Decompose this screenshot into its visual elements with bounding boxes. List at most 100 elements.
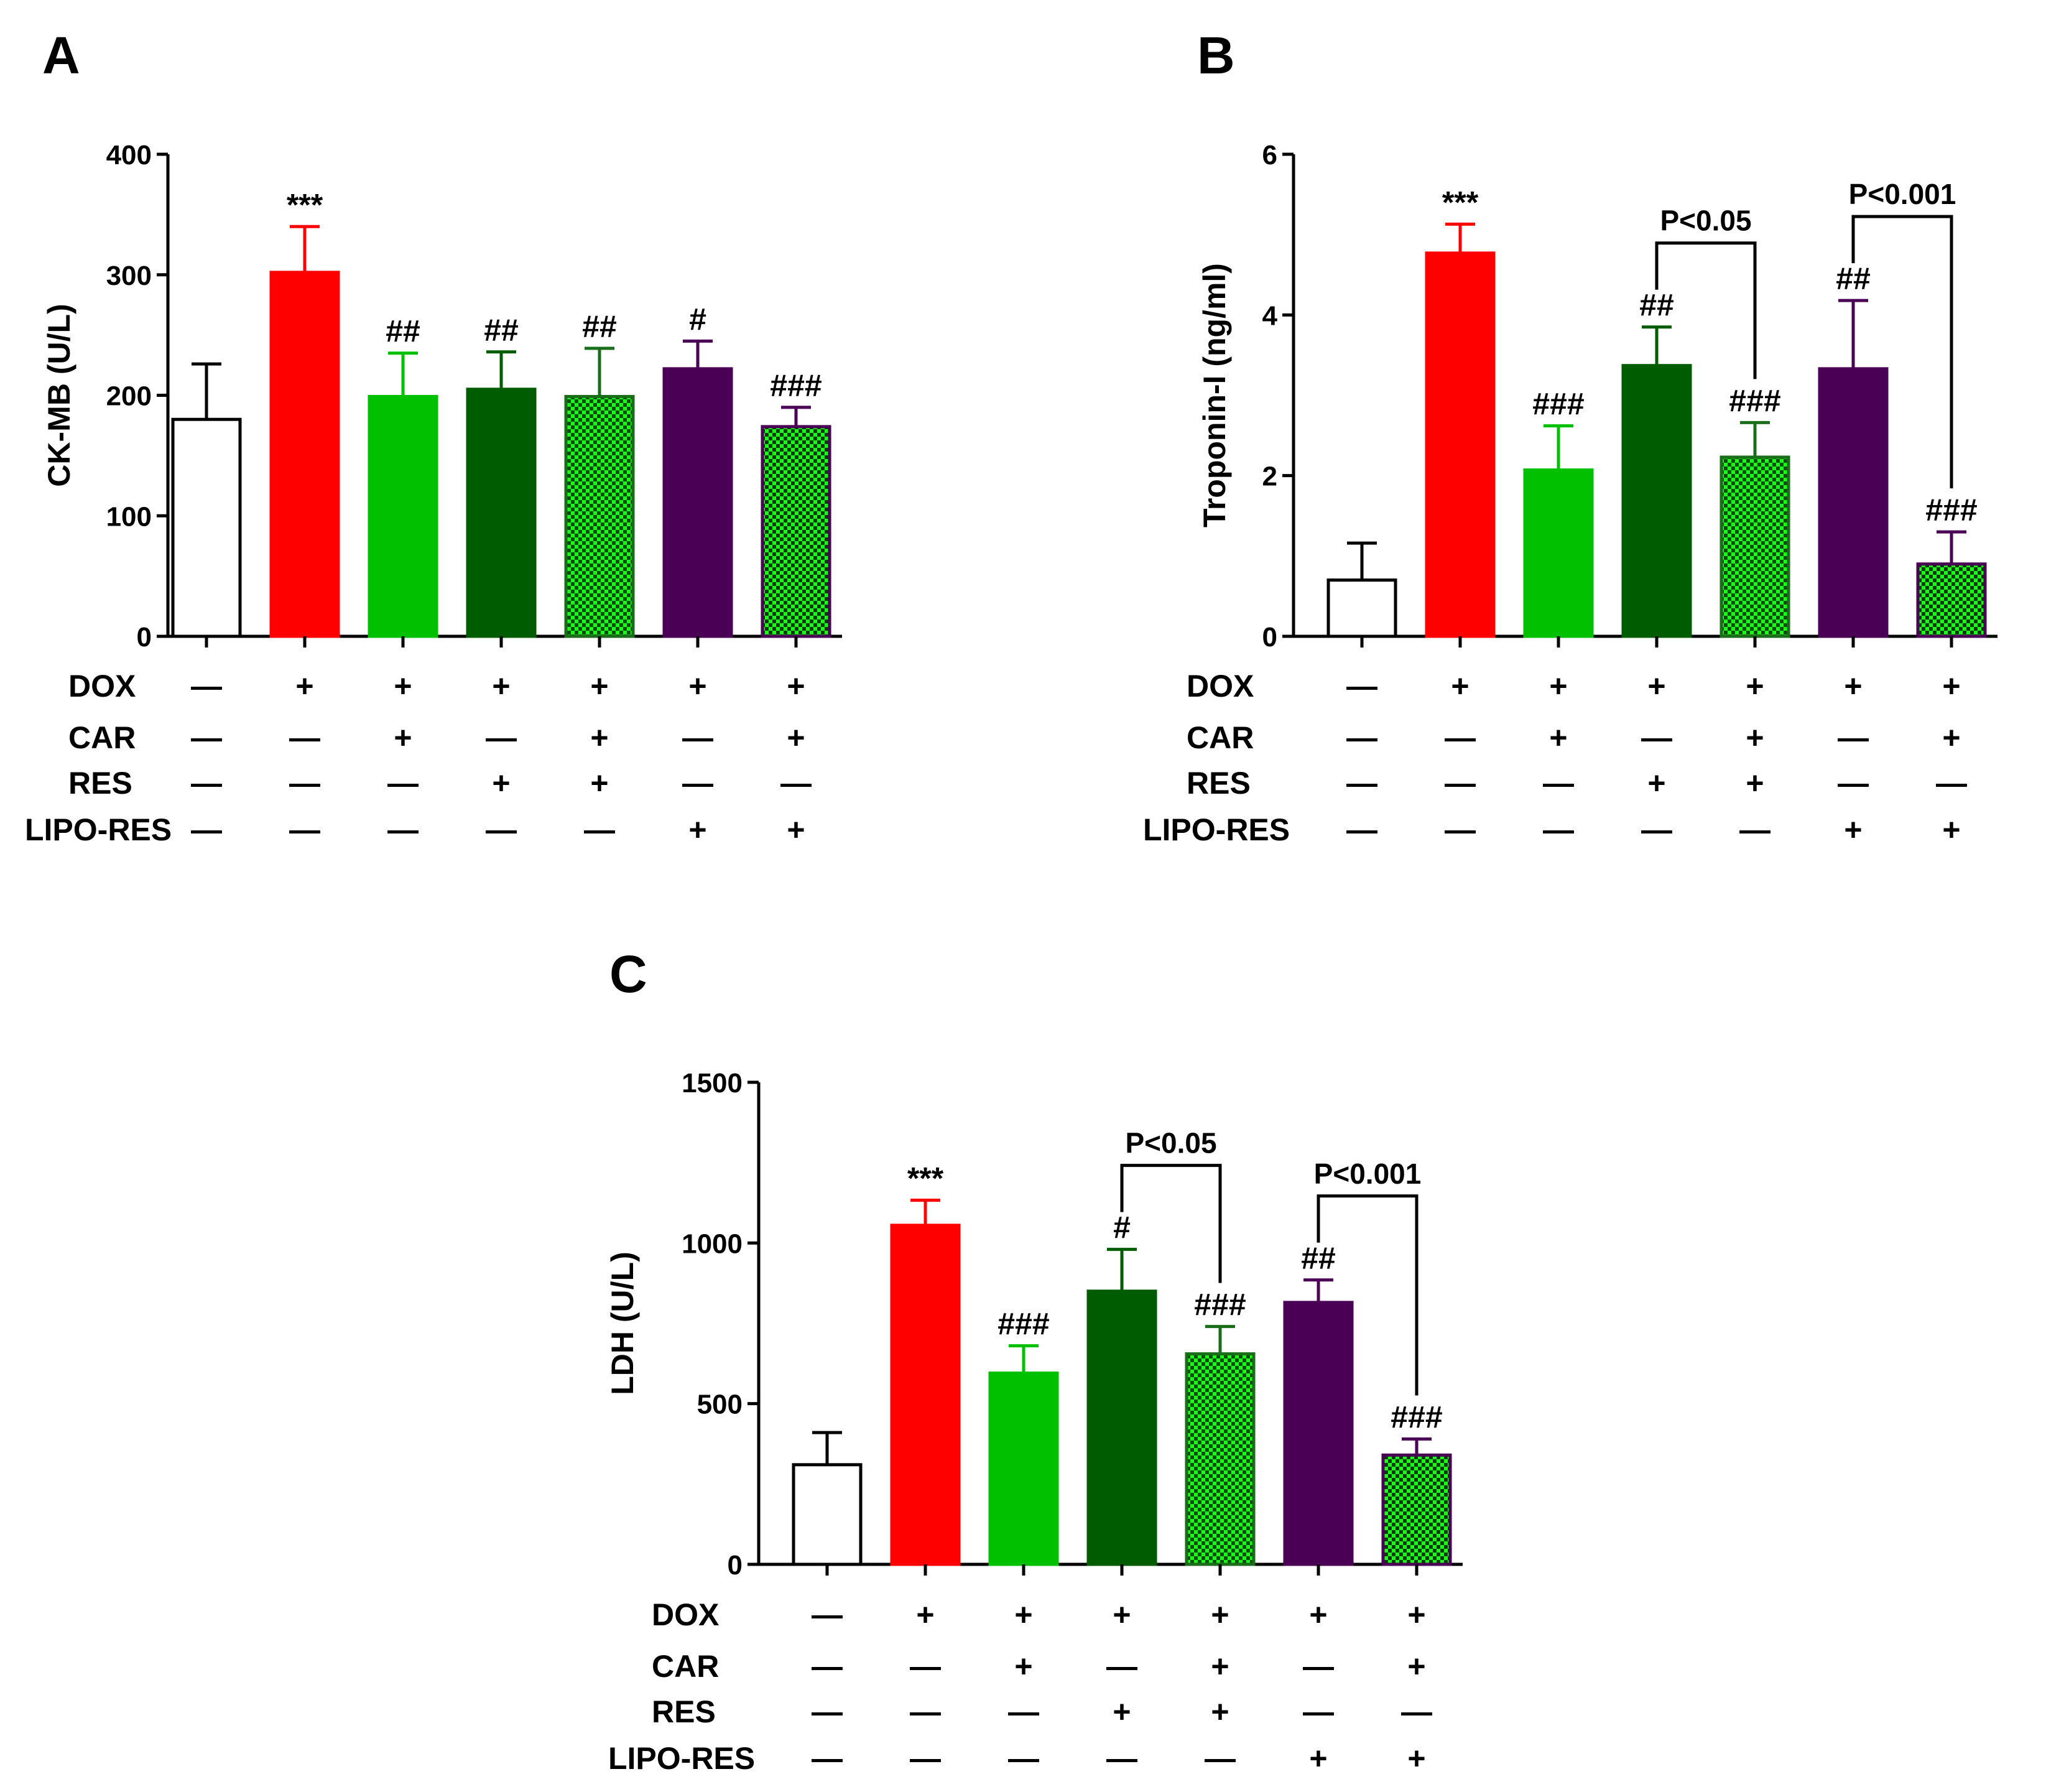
comparison-label: P<0.05	[1125, 1127, 1216, 1159]
treatment-symbol: +	[1113, 1694, 1131, 1729]
significance-label: ###	[770, 368, 822, 403]
treatment-symbol: —	[289, 812, 320, 847]
treatment-row-label: DOX	[68, 669, 136, 703]
treatment-symbol: —	[910, 1741, 941, 1776]
treatment-symbol: —	[387, 766, 419, 801]
significance-label: ##	[1836, 261, 1871, 296]
y-tick-label: 6	[1262, 140, 1277, 170]
y-tick-label: 200	[106, 381, 152, 412]
bar	[1086, 1289, 1157, 1566]
significance-label: ###	[1729, 383, 1780, 418]
significance-label: ###	[1532, 387, 1584, 422]
y-tick-label: 4	[1262, 300, 1278, 331]
treatment-symbol: +	[295, 669, 313, 703]
treatment-symbol: —	[1346, 669, 1377, 703]
panel-letter: A	[42, 26, 80, 85]
treatment-symbol: —	[812, 1741, 843, 1776]
bar	[564, 394, 635, 638]
y-tick-label: 0	[137, 622, 152, 652]
treatment-symbol: +	[1211, 1649, 1229, 1684]
treatment-symbol: —	[1739, 812, 1771, 847]
treatment-symbol: +	[1942, 669, 1960, 703]
treatment-symbol: +	[916, 1597, 934, 1632]
comparison-label: P<0.05	[1660, 205, 1751, 237]
y-tick-label: 0	[728, 1550, 743, 1581]
treatment-symbol: —	[910, 1649, 941, 1684]
treatment-symbol: +	[688, 812, 706, 847]
treatment-symbol: —	[1445, 720, 1476, 755]
treatment-symbol: —	[191, 669, 222, 703]
significance-label: ###	[998, 1307, 1049, 1342]
treatment-symbol: —	[1346, 766, 1377, 801]
bar	[1283, 1301, 1354, 1566]
treatment-symbol: —	[584, 812, 615, 847]
treatment-symbol: +	[1211, 1694, 1229, 1729]
bar	[662, 367, 733, 638]
treatment-symbol: —	[1838, 720, 1869, 755]
treatment-symbol: +	[1407, 1597, 1425, 1632]
treatment-symbol: +	[1746, 669, 1764, 703]
comparison-bracket	[1851, 215, 1953, 489]
treatment-symbol: —	[682, 720, 713, 755]
treatment-symbol: +	[787, 669, 805, 703]
treatment-row-label: LIPO-RES	[608, 1741, 755, 1776]
treatment-symbol: —	[191, 766, 222, 801]
y-tick-label: 100	[106, 501, 152, 532]
comparison-label: P<0.001	[1314, 1158, 1422, 1190]
y-axis-label: CK-MB (U/L)	[42, 304, 76, 486]
treatment-symbol: +	[1113, 1597, 1131, 1632]
bar	[792, 1463, 863, 1566]
y-axis-label: LDH (U/L)	[605, 1251, 640, 1395]
treatment-symbol: —	[1008, 1694, 1039, 1729]
bar	[1523, 468, 1594, 638]
treatment-symbol: —	[289, 766, 320, 801]
treatment-symbol: —	[910, 1694, 941, 1729]
treatment-symbol: +	[1309, 1741, 1327, 1776]
treatment-symbol: —	[191, 812, 222, 847]
treatment-row-label: CAR	[652, 1649, 719, 1684]
significance-label: ##	[386, 314, 420, 349]
treatment-symbol: —	[1303, 1694, 1334, 1729]
treatment-symbol: —	[486, 812, 517, 847]
treatment-symbol: +	[590, 766, 608, 801]
bar	[269, 271, 340, 638]
treatment-symbol: +	[1549, 669, 1567, 703]
bar	[988, 1372, 1059, 1566]
bar	[1916, 562, 1987, 638]
treatment-symbol: +	[1746, 720, 1764, 755]
bar	[1425, 251, 1496, 638]
bar	[171, 417, 242, 638]
treatment-symbol: —	[1106, 1741, 1137, 1776]
treatment-symbol: —	[1106, 1649, 1137, 1684]
treatment-symbol: —	[191, 720, 222, 755]
treatment-symbol: +	[1942, 720, 1960, 755]
significance-label: ##	[1639, 288, 1674, 323]
significance-label: ***	[907, 1161, 944, 1196]
treatment-symbol: +	[787, 812, 805, 847]
treatment-symbol: —	[1641, 720, 1672, 755]
bar	[1185, 1352, 1256, 1566]
treatment-row-label: RES	[652, 1694, 716, 1729]
treatment-symbol: —	[1401, 1694, 1432, 1729]
significance-label: ###	[1925, 493, 1977, 527]
treatment-symbol: +	[1014, 1649, 1032, 1684]
treatment-row-label: RES	[1187, 766, 1251, 801]
treatment-symbol: —	[1008, 1741, 1039, 1776]
treatment-symbol: +	[1407, 1649, 1425, 1684]
treatment-symbol: +	[1746, 766, 1764, 801]
bar	[1720, 455, 1790, 638]
treatment-symbol: —	[1641, 812, 1672, 847]
treatment-symbol: —	[1445, 766, 1476, 801]
treatment-symbol: —	[1205, 1741, 1236, 1776]
bar	[1818, 367, 1889, 638]
comparison-label: P<0.001	[1849, 178, 1956, 210]
significance-label: ###	[1194, 1288, 1246, 1322]
treatment-symbol: +	[1309, 1597, 1327, 1632]
panel-letter: C	[609, 945, 647, 1003]
treatment-row-label: LIPO-RES	[1143, 812, 1290, 847]
bar	[1326, 578, 1397, 638]
treatment-symbol: —	[1303, 1649, 1334, 1684]
